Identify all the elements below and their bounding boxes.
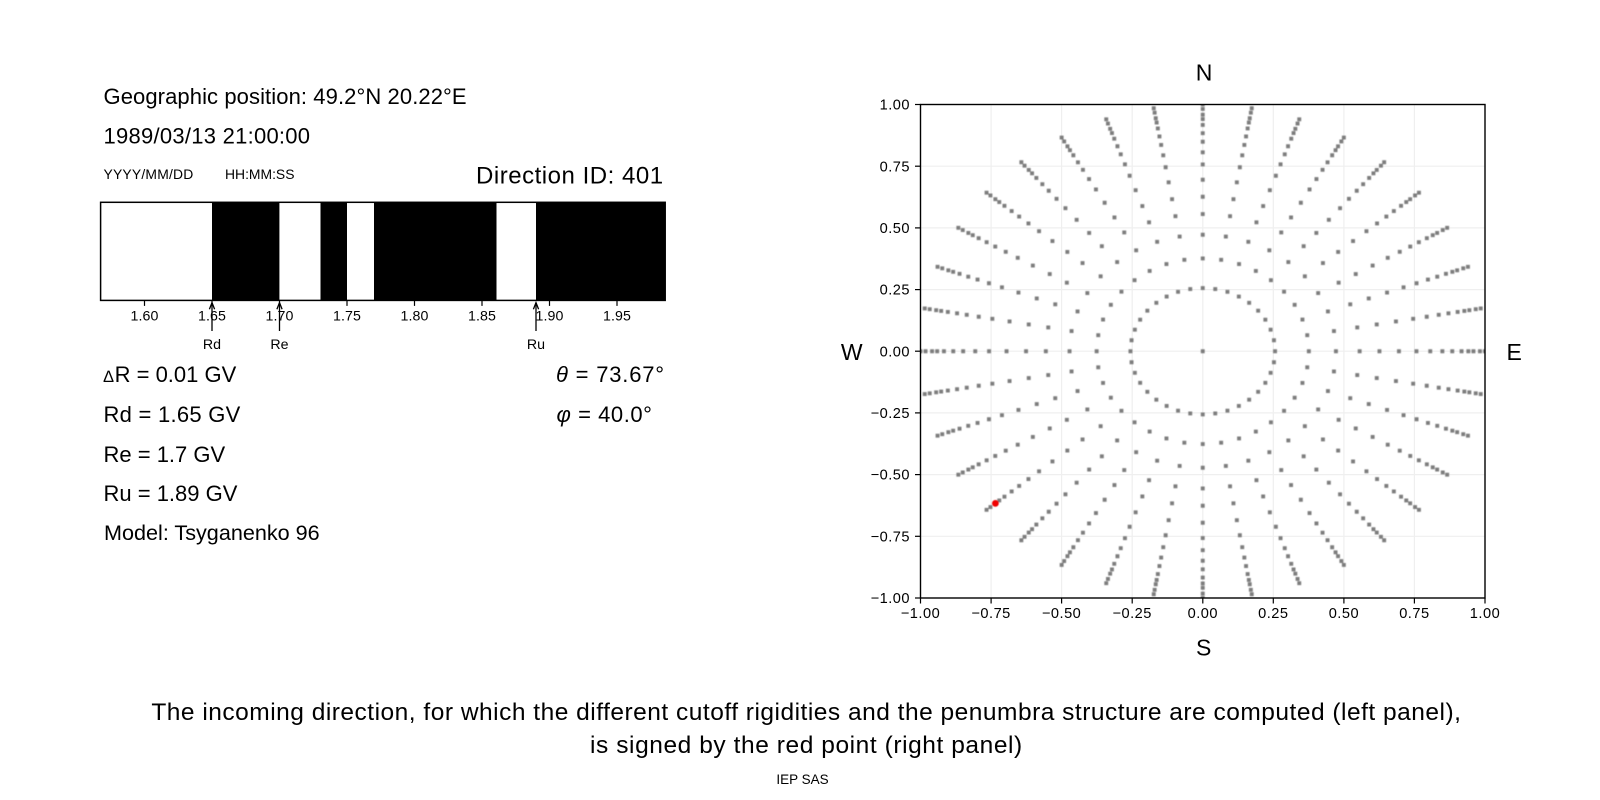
svg-text:The incoming direction, for wh: The incoming direction, for which the di… bbox=[151, 699, 1461, 726]
svg-text:∆R = 0.01 GV: ∆R = 0.01 GV bbox=[104, 362, 237, 387]
svg-text:1.90: 1.90 bbox=[535, 308, 563, 324]
svg-text:Model: Tsyganenko 96: Model: Tsyganenko 96 bbox=[104, 520, 320, 545]
svg-text:Ru = 1.89 GV: Ru = 1.89 GV bbox=[104, 481, 238, 506]
svg-text:Ru: Ru bbox=[527, 337, 545, 353]
svg-text:θ = 73.67°: θ = 73.67° bbox=[556, 362, 665, 387]
svg-text:0.25: 0.25 bbox=[880, 283, 910, 299]
svg-text:IEP SAS: IEP SAS bbox=[776, 772, 828, 787]
svg-text:1.00: 1.00 bbox=[1470, 606, 1500, 622]
svg-text:1.75: 1.75 bbox=[333, 308, 361, 324]
svg-text:1989/03/13 21:00:00: 1989/03/13 21:00:00 bbox=[104, 124, 311, 149]
svg-text:Rd: Rd bbox=[203, 337, 221, 353]
svg-text:−0.25: −0.25 bbox=[1112, 606, 1151, 622]
svg-text:1.80: 1.80 bbox=[400, 308, 428, 324]
svg-text:0.00: 0.00 bbox=[880, 344, 910, 360]
svg-text:Rd = 1.65 GV: Rd = 1.65 GV bbox=[104, 402, 241, 427]
svg-text:N: N bbox=[1196, 60, 1213, 86]
svg-text:1.85: 1.85 bbox=[468, 308, 496, 324]
svg-text:Geographic position: 49.2°N 20: Geographic position: 49.2°N 20.22°E bbox=[104, 84, 467, 109]
svg-text:YYYY/MM/DD: YYYY/MM/DD bbox=[104, 166, 194, 182]
svg-text:0.75: 0.75 bbox=[1399, 606, 1429, 622]
svg-text:0.75: 0.75 bbox=[880, 159, 910, 175]
svg-text:0.50: 0.50 bbox=[880, 221, 910, 237]
svg-text:−1.00: −1.00 bbox=[871, 591, 910, 607]
svg-text:W: W bbox=[841, 339, 863, 365]
svg-text:Direction ID: 401: Direction ID: 401 bbox=[476, 163, 664, 190]
svg-text:0.25: 0.25 bbox=[1258, 606, 1288, 622]
svg-text:S: S bbox=[1196, 635, 1211, 661]
svg-text:1.00: 1.00 bbox=[880, 98, 910, 114]
svg-text:Re = 1.7 GV: Re = 1.7 GV bbox=[104, 442, 226, 467]
svg-text:HH:MM:SS: HH:MM:SS bbox=[225, 166, 294, 182]
svg-text:1.95: 1.95 bbox=[603, 308, 631, 324]
svg-text:E: E bbox=[1507, 339, 1522, 365]
svg-text:−0.50: −0.50 bbox=[1042, 606, 1081, 622]
svg-text:φ = 40.0°: φ = 40.0° bbox=[557, 402, 653, 427]
svg-text:0.00: 0.00 bbox=[1188, 606, 1218, 622]
svg-text:Re: Re bbox=[270, 337, 288, 353]
svg-text:−0.75: −0.75 bbox=[871, 529, 910, 545]
svg-text:1.60: 1.60 bbox=[130, 308, 158, 324]
svg-text:is signed by the red point (ri: is signed by the red point (right panel) bbox=[590, 732, 1023, 759]
svg-text:−1.00: −1.00 bbox=[901, 606, 940, 622]
svg-text:−0.75: −0.75 bbox=[971, 606, 1010, 622]
svg-text:0.50: 0.50 bbox=[1329, 606, 1359, 622]
svg-text:−0.25: −0.25 bbox=[871, 406, 910, 422]
svg-text:−0.50: −0.50 bbox=[871, 468, 910, 484]
